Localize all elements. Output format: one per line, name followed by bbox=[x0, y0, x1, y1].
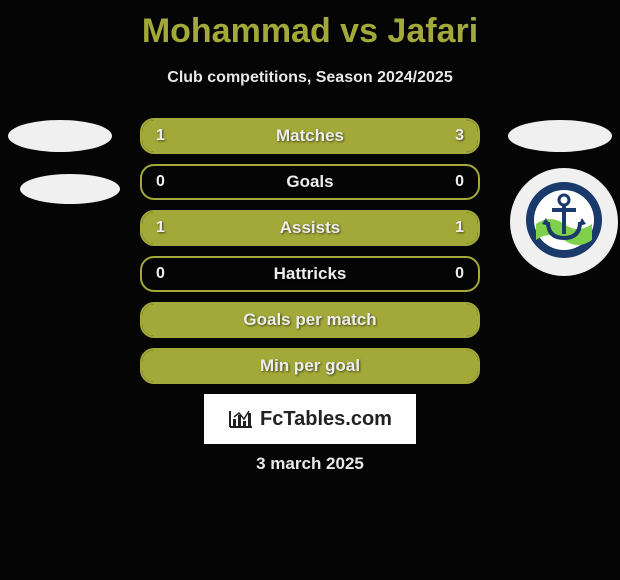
player-right-badge-placeholder bbox=[508, 120, 612, 152]
stat-row: Goals per match bbox=[140, 302, 480, 338]
stat-label: Min per goal bbox=[142, 350, 478, 382]
club-logo bbox=[524, 180, 604, 260]
brand-text: FcTables.com bbox=[260, 408, 392, 431]
stat-value-right: 1 bbox=[455, 212, 464, 244]
date-label: 3 march 2025 bbox=[0, 454, 620, 474]
stat-value-left: 1 bbox=[156, 212, 165, 244]
stat-label: Hattricks bbox=[142, 258, 478, 290]
page-title: Mohammad vs Jafari bbox=[0, 0, 620, 51]
club-logo-icon bbox=[524, 180, 604, 260]
stat-label: Goals per match bbox=[142, 304, 478, 336]
stat-row: Matches1 3 bbox=[140, 118, 480, 154]
stat-label: Assists bbox=[142, 212, 478, 244]
stat-row: Goals0 0 bbox=[140, 164, 480, 200]
stat-value-left: 0 bbox=[156, 166, 165, 198]
player-left-badge-placeholder-2 bbox=[20, 174, 120, 204]
stat-value-right: 0 bbox=[455, 258, 464, 290]
stat-value-left: 1 bbox=[156, 120, 165, 152]
stat-row: Min per goal bbox=[140, 348, 480, 384]
stat-row: Assists1 1 bbox=[140, 210, 480, 246]
stats-rows: Matches13Goals00Assists11Hattricks00Goal… bbox=[140, 118, 480, 394]
brand-box[interactable]: FcTables.com bbox=[204, 394, 416, 444]
stat-row: Hattricks0 0 bbox=[140, 256, 480, 292]
stat-label: Matches bbox=[142, 120, 478, 152]
stat-value-right: 3 bbox=[455, 120, 464, 152]
player-left-badge-placeholder-1 bbox=[8, 120, 112, 152]
brand-chart-icon bbox=[228, 409, 254, 429]
stat-label: Goals bbox=[142, 166, 478, 198]
subtitle: Club competitions, Season 2024/2025 bbox=[0, 69, 620, 87]
stat-value-right: 0 bbox=[455, 166, 464, 198]
stat-value-left: 0 bbox=[156, 258, 165, 290]
